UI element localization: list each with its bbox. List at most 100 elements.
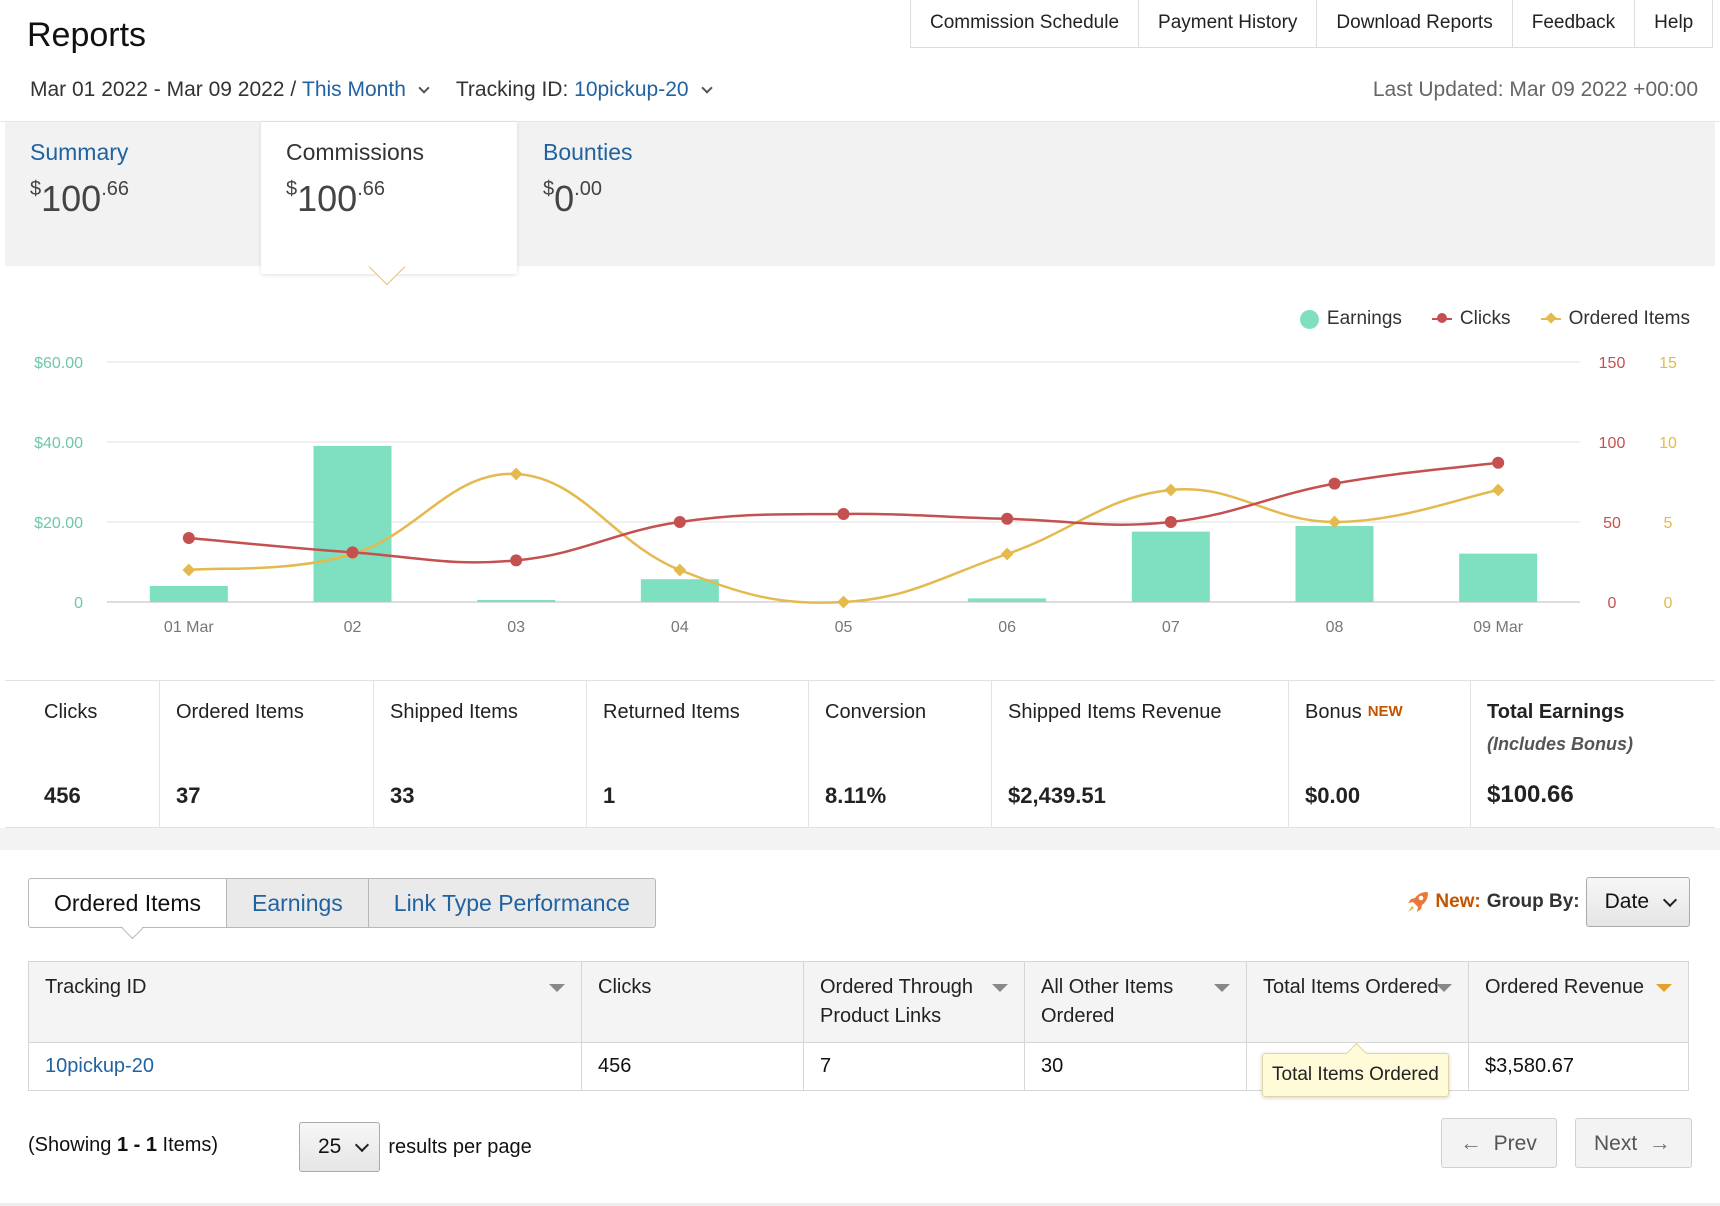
per-page-label: results per page [388, 1135, 532, 1158]
stat-value: $0.00 [1305, 783, 1361, 808]
nav-feedback[interactable]: Feedback [1511, 0, 1634, 47]
column-label: Tracking ID [45, 976, 147, 998]
tab-ordered-items[interactable]: Ordered Items [28, 878, 227, 928]
earnings-bar [313, 446, 392, 602]
period-dropdown[interactable]: This Month [302, 78, 406, 101]
per-page-control: 25 results per page [299, 1122, 532, 1172]
items-swatch-icon [1540, 318, 1561, 320]
ordered-items-point [1164, 483, 1178, 497]
stat-label: Ordered Items [176, 701, 304, 723]
prev-label: Prev [1493, 1132, 1537, 1155]
amount-cents: .00 [574, 178, 602, 200]
column-label: Ordered Through Product Links [820, 976, 974, 1027]
col-tracking-id[interactable]: Tracking ID [28, 961, 582, 1043]
showing-suffix: Items) [156, 1134, 219, 1156]
tab-summary[interactable]: Summary $100.66 [5, 122, 260, 272]
sort-icon[interactable] [992, 984, 1008, 992]
nav-commission-schedule[interactable]: Commission Schedule [930, 12, 1120, 33]
stat-shipped-revenue: Shipped Items Revenue $2,439.51 [991, 681, 1288, 827]
earnings-bar [1295, 526, 1374, 602]
tracking-id-dropdown[interactable]: 10pickup-20 [574, 78, 689, 101]
column-label: All Other Items Ordered [1041, 976, 1174, 1027]
y-left-tick-label: 0 [74, 595, 83, 612]
chevron-down-icon[interactable] [700, 82, 713, 94]
tab-label: Summary [30, 139, 129, 165]
y-right-items-tick-label: 0 [1664, 595, 1673, 612]
section-separator [0, 828, 1720, 850]
x-tick-label: 01 Mar [164, 619, 214, 636]
amount-whole: 0 [554, 178, 575, 219]
y-right-clicks-tick-label: 100 [1599, 435, 1626, 452]
earnings-bar [477, 600, 556, 602]
stat-value: 456 [44, 783, 81, 808]
tab-commissions[interactable]: Commissions $100.66 [261, 122, 517, 274]
arrow-right-icon: → [1648, 1130, 1671, 1155]
chevron-down-icon[interactable] [418, 82, 430, 94]
nav-download-reports[interactable]: Download Reports [1316, 0, 1511, 47]
col-all-other-items[interactable]: All Other Items Ordered [1024, 961, 1247, 1043]
stat-value: 37 [176, 783, 201, 808]
earnings-bar [968, 598, 1047, 602]
col-clicks[interactable]: Clicks [581, 961, 804, 1043]
y-left-tick-label: $60.00 [34, 355, 83, 372]
col-ordered-revenue[interactable]: Ordered Revenue [1468, 961, 1689, 1043]
group-by-control: New: Group By: Date [1405, 877, 1690, 927]
tracking-id-link[interactable]: 10pickup-20 [45, 1055, 154, 1077]
currency-symbol: $ [30, 178, 42, 200]
stat-label: Shipped Items [390, 701, 518, 723]
earnings-bar [149, 586, 228, 602]
ordered-items-point [509, 467, 523, 481]
tab-link-type-performance[interactable]: Link Type Performance [368, 878, 656, 928]
sort-icon[interactable] [549, 984, 565, 992]
stat-total-earnings: Total Earnings (Includes Bonus) $100.66 [1470, 681, 1715, 827]
col-ordered-through-links[interactable]: Ordered Through Product Links [803, 961, 1025, 1043]
sort-active-icon[interactable] [1656, 984, 1672, 992]
stat-bonus: Bonus NEW $0.00 [1288, 681, 1470, 827]
y-right-clicks-tick-label: 0 [1608, 595, 1617, 612]
tab-label: Bounties [543, 139, 633, 165]
nav-help[interactable]: Help [1634, 0, 1712, 47]
col-total-items[interactable]: Total Items Ordered [1246, 961, 1469, 1043]
y-right-items-tick-label: 10 [1659, 435, 1677, 452]
stat-value: $2,439.51 [1008, 783, 1106, 808]
tab-amount: $100.66 [30, 178, 260, 220]
cell-ordered-through-links: 7 [803, 1042, 1025, 1091]
sort-icon[interactable] [1436, 984, 1452, 992]
earnings-bar [1131, 531, 1210, 602]
next-button[interactable]: Next → [1575, 1118, 1692, 1168]
legend-earnings[interactable]: Earnings [1299, 308, 1402, 330]
stat-label: Shipped Items Revenue [1008, 701, 1222, 723]
stat-returned-items: Returned Items 1 [586, 681, 808, 827]
stat-label: Returned Items [603, 701, 740, 723]
ordered-items-point [673, 563, 687, 577]
tracking-id-label: Tracking ID: [455, 78, 569, 101]
stat-label: Bonus NEW [1305, 701, 1470, 724]
x-tick-label: 06 [998, 619, 1016, 636]
sort-icon[interactable] [1214, 984, 1230, 992]
cell-all-other-items: 30 [1024, 1042, 1247, 1091]
clicks-point [1328, 477, 1341, 490]
nav-payment-history[interactable]: Payment History [1138, 0, 1316, 47]
amount-whole: 100 [297, 178, 358, 219]
tab-earnings[interactable]: Earnings [227, 878, 369, 928]
group-by-select[interactable]: Date [1585, 877, 1690, 927]
page-title: Reports [27, 16, 147, 54]
legend-ordered-items[interactable]: Ordered Items [1540, 308, 1690, 330]
cell-tracking-id[interactable]: 10pickup-20 [28, 1042, 582, 1091]
y-right-clicks-tick-label: 50 [1603, 515, 1621, 532]
per-page-select[interactable]: 25 [299, 1122, 381, 1172]
tab-bounties[interactable]: Bounties $0.00 [518, 122, 773, 272]
clicks-point [346, 546, 359, 559]
legend-label: Clicks [1459, 308, 1511, 329]
group-by-label: Group By: [1486, 891, 1580, 912]
prev-button[interactable]: ← Prev [1441, 1118, 1557, 1168]
x-tick-label: 05 [835, 619, 853, 636]
stat-label: Conversion [825, 701, 927, 723]
legend-clicks[interactable]: Clicks [1431, 308, 1511, 330]
clicks-point [1164, 516, 1177, 528]
clicks-point [673, 516, 686, 528]
ordered-items-table: Tracking ID Clicks Ordered Through Produ… [28, 961, 1689, 1091]
clicks-swatch-icon [1431, 313, 1452, 323]
stat-value: 1 [603, 783, 616, 808]
